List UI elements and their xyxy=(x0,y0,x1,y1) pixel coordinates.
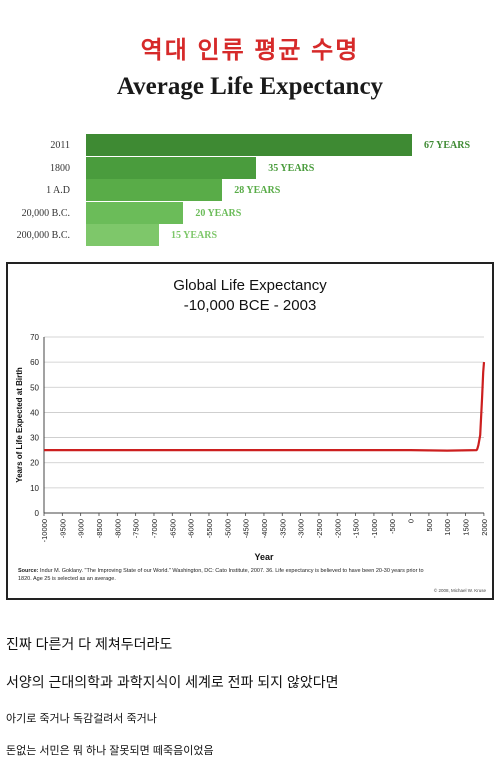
x-tick-label: -10000 xyxy=(40,519,49,542)
bar xyxy=(86,179,223,201)
y-tick-label: 40 xyxy=(30,408,39,417)
caption-line-4: 돈없는 서민은 뭐 하나 잘못되면 떼죽음이었음 xyxy=(6,745,214,757)
x-tick-label: -9000 xyxy=(77,519,86,538)
x-tick-label: -6000 xyxy=(187,519,196,538)
line-chart-subtitle: -10,000 BCE - 2003 xyxy=(184,297,317,314)
x-tick-label: -1000 xyxy=(370,519,379,538)
x-axis-label: Year xyxy=(254,552,274,562)
y-tick-label: 70 xyxy=(30,333,39,342)
credit-note: © 2008, Michael W. Kruse xyxy=(434,587,487,593)
x-tick-label: 2000 xyxy=(480,519,489,536)
bar xyxy=(86,201,184,224)
line-chart-title: Global Life Expectancy xyxy=(173,277,327,294)
x-tick-label: -4000 xyxy=(260,519,269,538)
line-chart-panel: Global Life Expectancy -10,000 BCE - 2003… xyxy=(6,262,494,600)
y-tick-label: 50 xyxy=(30,383,39,392)
bar-category-label: 2011 xyxy=(50,140,70,151)
caption-text: 진짜 다른거 다 제쳐두더라도 서양의 근대의학과 과학지식이 세계로 전파 되… xyxy=(0,602,500,760)
source-note-label: Source: xyxy=(18,568,39,574)
y-tick-label: 0 xyxy=(35,509,40,518)
bar-chart-title: Average Life Expectancy xyxy=(116,73,384,100)
x-tick-label: -7000 xyxy=(150,519,159,538)
bar-chart-panel: 역대 인류 평균 수명 Average Life Expectancy 2011… xyxy=(0,0,500,258)
bar xyxy=(86,156,257,179)
x-tick-label: -1500 xyxy=(352,519,361,538)
y-tick-label: 30 xyxy=(30,434,39,443)
x-tick-label: 500 xyxy=(425,519,434,532)
line-chart: Global Life Expectancy -10,000 BCE - 2003… xyxy=(15,277,489,593)
bar-value-label: 28 YEARS xyxy=(234,185,281,196)
y-axis-label: Years of Life Expected at Birth xyxy=(15,367,24,483)
x-tick-label: -5500 xyxy=(205,519,214,538)
x-tick-label: -6500 xyxy=(168,519,177,538)
x-tick-label: -5000 xyxy=(223,519,232,538)
x-tick-label: -7500 xyxy=(132,519,141,538)
x-tick-label: -9500 xyxy=(58,519,67,538)
bar-value-label: 15 YEARS xyxy=(170,230,218,241)
bar-value-label: 20 YEARS xyxy=(195,207,242,219)
x-tick-label: -2500 xyxy=(315,519,324,538)
x-tick-label: 1500 xyxy=(462,519,471,536)
y-tick-label: 20 xyxy=(30,459,39,468)
bar-category-label: 20,000 B.C. xyxy=(21,207,70,219)
korean-title: 역대 인류 평균 수명 xyxy=(140,37,360,64)
x-tick-label: 1000 xyxy=(443,519,452,536)
y-tick-label: 60 xyxy=(30,358,39,367)
caption-line-1: 진짜 다른거 다 제쳐두더라도 xyxy=(6,636,173,652)
y-tick-label: 10 xyxy=(30,484,39,493)
bar-value-label: 67 YEARS xyxy=(424,140,471,151)
caption-line-2: 서양의 근대의학과 과학지식이 세계로 전파 되지 않았다면 xyxy=(6,674,339,690)
bar-value-label: 35 YEARS xyxy=(268,162,315,174)
caption-line-3: 아기로 죽거나 독감걸려서 죽거나 xyxy=(6,713,157,725)
x-tick-label: -8000 xyxy=(113,519,122,538)
bar-category-label: 1 A.D xyxy=(46,185,70,196)
bar-category-label: 1800 xyxy=(50,162,70,174)
bar-category-label: 200,000 B.C. xyxy=(16,230,70,241)
source-note: Source: Indur M. Goklany. "The Improving… xyxy=(18,568,424,582)
x-tick-label: -8500 xyxy=(95,519,104,538)
x-tick-label: -4500 xyxy=(242,519,251,538)
x-tick-label: -3000 xyxy=(297,519,306,538)
life-expectancy-line xyxy=(44,362,486,452)
source-note-line: 1820. Age 25 is selected as an average. xyxy=(18,576,116,582)
source-note-line: Source: Indur M. Goklany. "The Improving… xyxy=(18,568,424,574)
x-tick-label: -3500 xyxy=(278,519,287,538)
bar xyxy=(86,134,412,156)
bar xyxy=(86,224,159,246)
x-tick-label: -2000 xyxy=(333,519,342,538)
x-tick-label: 0 xyxy=(407,519,416,523)
x-tick-label: -500 xyxy=(388,519,397,534)
